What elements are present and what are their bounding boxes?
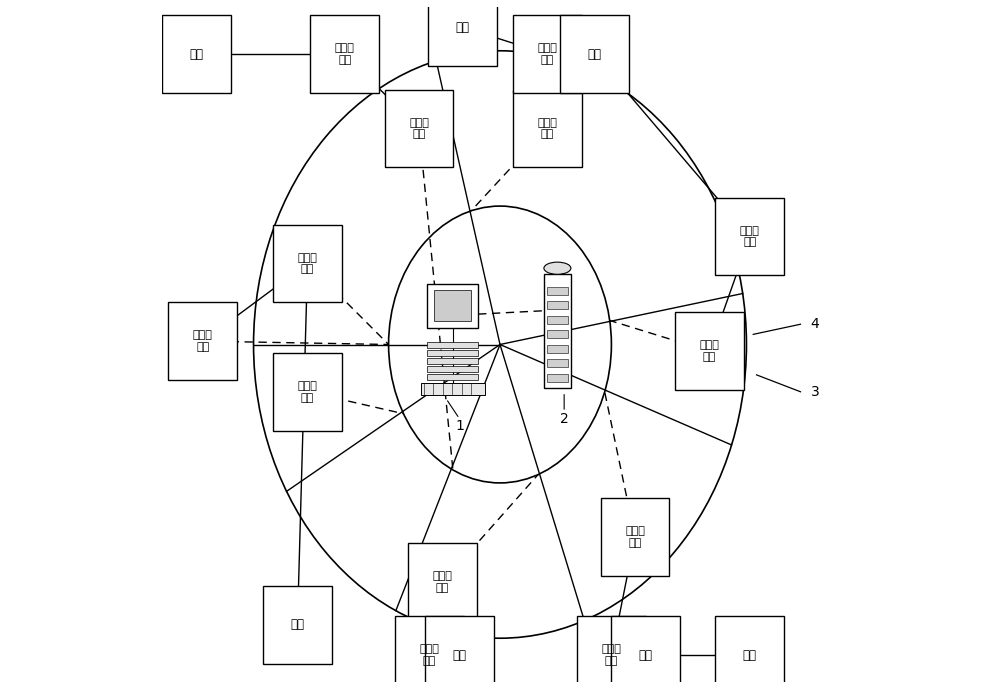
Text: 入口读
写器: 入口读 写器: [409, 118, 429, 139]
FancyBboxPatch shape: [427, 284, 478, 327]
FancyBboxPatch shape: [427, 350, 478, 356]
Text: 入口读
写器: 入口读 写器: [625, 526, 645, 548]
FancyBboxPatch shape: [715, 198, 784, 276]
Text: 入口读
写器: 入口读 写器: [699, 340, 719, 362]
FancyBboxPatch shape: [547, 301, 568, 309]
FancyBboxPatch shape: [263, 586, 332, 664]
Text: 入口读
写器: 入口读 写器: [298, 253, 317, 274]
FancyBboxPatch shape: [547, 359, 568, 367]
FancyBboxPatch shape: [434, 291, 471, 321]
FancyBboxPatch shape: [577, 616, 646, 689]
FancyBboxPatch shape: [715, 616, 784, 689]
FancyBboxPatch shape: [513, 90, 582, 167]
Text: 站点: 站点: [189, 48, 203, 61]
FancyBboxPatch shape: [427, 366, 478, 372]
FancyBboxPatch shape: [395, 616, 464, 689]
Text: 站点: 站点: [588, 48, 602, 61]
FancyBboxPatch shape: [547, 373, 568, 382]
Text: 出口读
写器: 出口读 写器: [537, 43, 557, 65]
FancyBboxPatch shape: [675, 312, 744, 390]
FancyBboxPatch shape: [408, 544, 477, 621]
FancyBboxPatch shape: [428, 0, 497, 66]
FancyBboxPatch shape: [544, 274, 571, 389]
Text: 4: 4: [811, 317, 819, 331]
Text: 入口读
写器: 入口读 写器: [298, 381, 317, 402]
FancyBboxPatch shape: [513, 15, 582, 93]
Text: 入口读
写器: 入口读 写器: [433, 571, 453, 593]
FancyBboxPatch shape: [168, 302, 237, 380]
Text: 3: 3: [811, 384, 819, 399]
Text: 出口读
写器: 出口读 写器: [740, 226, 760, 247]
Text: 出口读
写器: 出口读 写器: [419, 644, 439, 666]
FancyBboxPatch shape: [560, 15, 629, 93]
Text: 2: 2: [560, 412, 569, 426]
FancyBboxPatch shape: [427, 358, 478, 364]
FancyBboxPatch shape: [547, 316, 568, 324]
FancyBboxPatch shape: [425, 616, 494, 689]
FancyBboxPatch shape: [273, 225, 342, 302]
Text: 1: 1: [455, 418, 464, 433]
FancyBboxPatch shape: [310, 15, 379, 93]
Text: 站点: 站点: [452, 648, 466, 661]
FancyBboxPatch shape: [601, 498, 669, 576]
FancyBboxPatch shape: [427, 374, 478, 380]
FancyBboxPatch shape: [273, 353, 342, 431]
FancyBboxPatch shape: [427, 342, 478, 348]
Text: 站点: 站点: [743, 648, 757, 661]
Ellipse shape: [544, 262, 571, 274]
FancyBboxPatch shape: [385, 90, 453, 167]
FancyBboxPatch shape: [547, 330, 568, 338]
FancyBboxPatch shape: [611, 616, 680, 689]
FancyBboxPatch shape: [547, 287, 568, 295]
Text: 出口读
写器: 出口读 写器: [193, 330, 213, 352]
Text: 站点: 站点: [456, 21, 470, 34]
Text: 站点: 站点: [290, 618, 304, 631]
Text: 站点: 站点: [638, 648, 652, 661]
Text: 出口读
写器: 出口读 写器: [335, 43, 355, 65]
FancyBboxPatch shape: [421, 383, 485, 395]
Text: 出口读
写器: 出口读 写器: [601, 644, 621, 666]
Text: 入口读
写器: 入口读 写器: [537, 118, 557, 139]
FancyBboxPatch shape: [162, 15, 231, 93]
FancyBboxPatch shape: [547, 344, 568, 353]
